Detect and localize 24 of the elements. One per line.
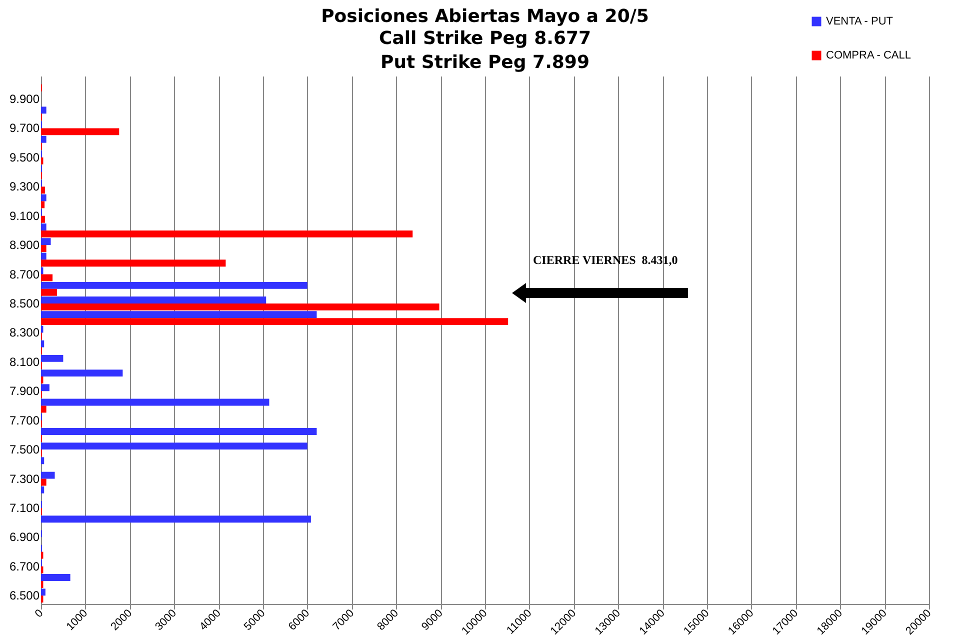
y-tick-label: 6.700 bbox=[9, 559, 40, 574]
x-tick-label: 0 bbox=[32, 607, 46, 620]
y-tick-label: 8.900 bbox=[9, 238, 40, 252]
y-tick-label: 8.300 bbox=[9, 326, 40, 340]
y-tick-label: 6.500 bbox=[9, 588, 40, 603]
y-tick-label: 8.100 bbox=[9, 354, 40, 369]
legend-label: VENTA - PUT bbox=[826, 16, 894, 28]
y-tick-label: 9.300 bbox=[9, 180, 40, 194]
y-tick-label: 9.700 bbox=[9, 121, 40, 136]
y-tick-label: 9.100 bbox=[9, 208, 40, 223]
y-tick-label: 7.100 bbox=[9, 500, 40, 515]
y-tick-label: 7.900 bbox=[9, 384, 40, 398]
y-tick-label: 9.900 bbox=[9, 92, 40, 106]
annotation: CIERRE VIERNES 8.431,0 bbox=[533, 253, 678, 268]
chart-title: Posiciones Abiertas Mayo a 20/5 bbox=[321, 6, 649, 27]
y-tick-label: 8.500 bbox=[9, 296, 40, 310]
chart-subtitle: Call Strike Peg 8.677 Put Strike Peg 7.899 bbox=[378, 28, 592, 73]
y-tick-label: 7.300 bbox=[9, 472, 40, 486]
y-tick-label: 7.700 bbox=[9, 413, 40, 428]
y-tick-label: 7.500 bbox=[9, 442, 40, 457]
y-tick-label: 6.900 bbox=[9, 530, 40, 544]
y-tick-label: 8.700 bbox=[9, 267, 40, 282]
legend-label: COMPRA - CALL bbox=[826, 50, 911, 62]
y-tick-label: 9.500 bbox=[9, 150, 40, 164]
